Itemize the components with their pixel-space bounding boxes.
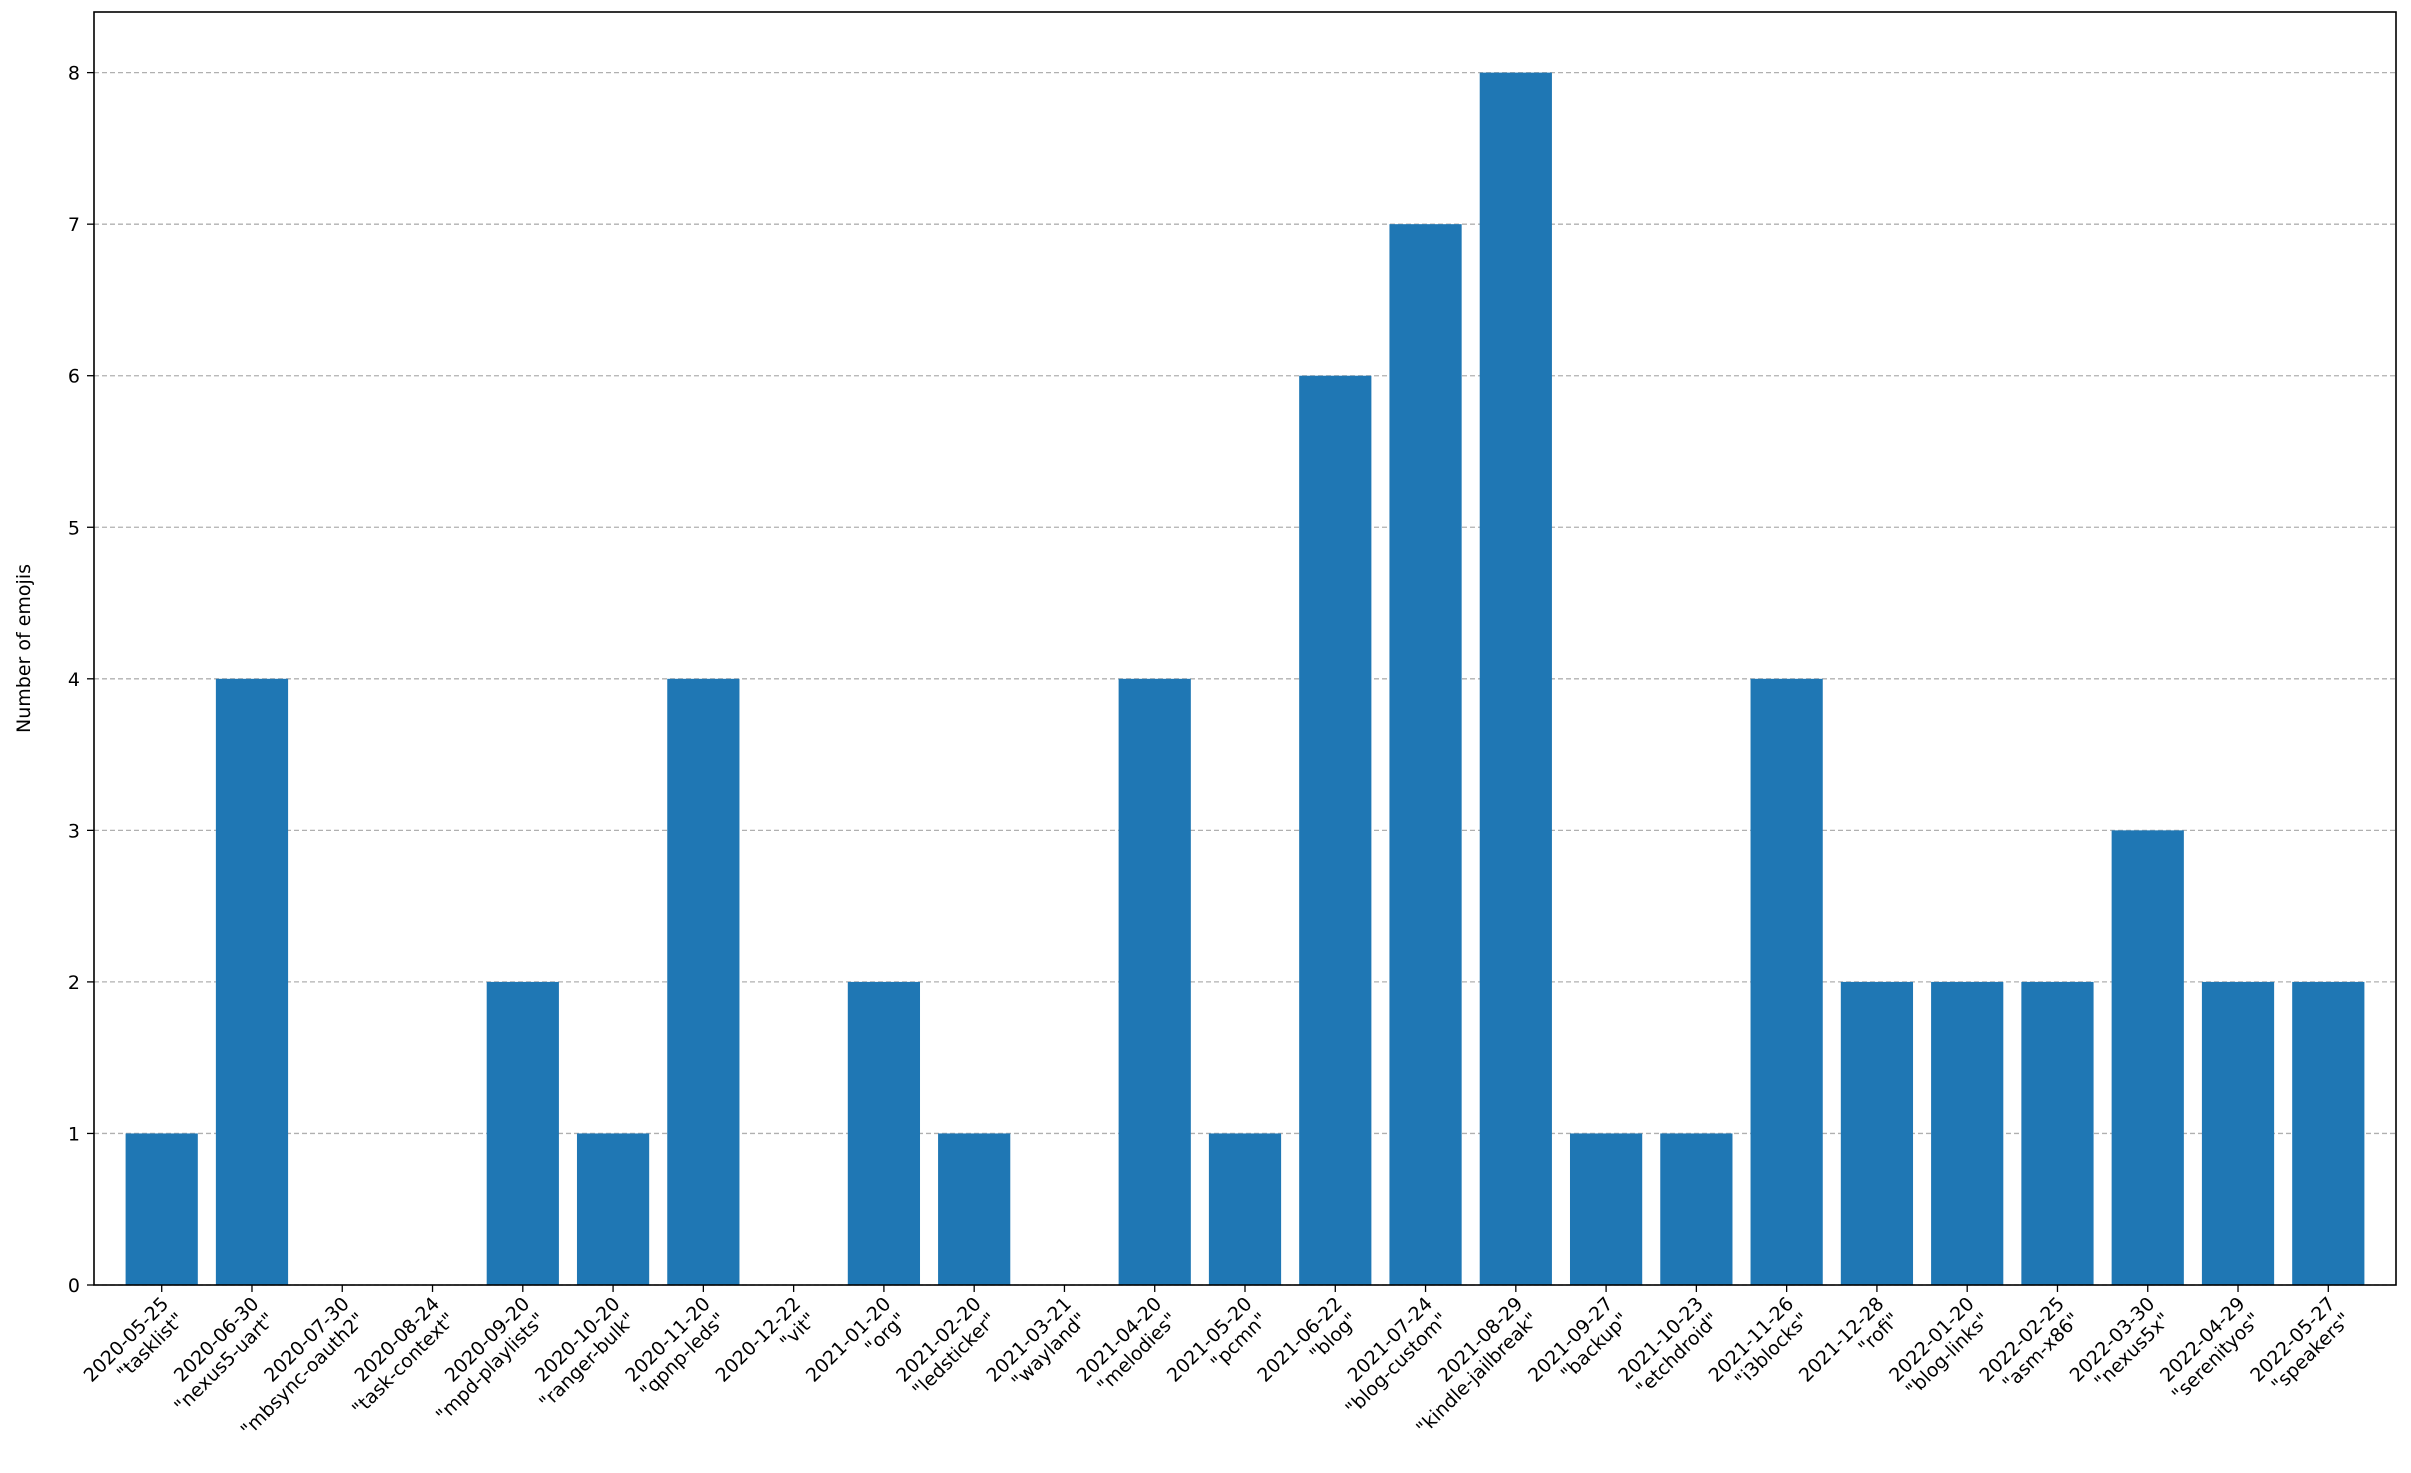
y-tick-label: 2 bbox=[68, 972, 80, 994]
bar bbox=[1840, 981, 1914, 1285]
bar bbox=[2111, 830, 2184, 1285]
bar bbox=[576, 1133, 650, 1285]
y-tick-label: 8 bbox=[68, 63, 80, 85]
bar bbox=[1118, 678, 1191, 1285]
bar bbox=[2292, 981, 2365, 1285]
y-tick-label: 0 bbox=[68, 1275, 80, 1297]
bar bbox=[1931, 981, 2004, 1285]
bar bbox=[667, 678, 740, 1285]
y-tick-label: 1 bbox=[68, 1123, 80, 1145]
bar bbox=[486, 981, 559, 1285]
y-tick-label: 4 bbox=[68, 669, 80, 691]
y-tick-label: 3 bbox=[68, 820, 80, 842]
bar bbox=[125, 1133, 198, 1285]
bar bbox=[2201, 981, 2275, 1285]
y-axis: 0 1 2 3 4 5 6 7 8 bbox=[68, 63, 94, 1297]
bar bbox=[215, 678, 289, 1285]
bar bbox=[1569, 1133, 1643, 1285]
bar bbox=[1208, 1133, 1282, 1285]
y-tick-label: 6 bbox=[68, 366, 80, 388]
bar bbox=[2021, 981, 2094, 1285]
y-axis-label: Number of emojis bbox=[13, 564, 35, 733]
bar bbox=[1389, 224, 1462, 1286]
bar bbox=[1660, 1133, 1733, 1285]
bar bbox=[1479, 72, 1552, 1286]
bar-series bbox=[125, 72, 2365, 1286]
bar bbox=[938, 1133, 1011, 1285]
y-tick-label: 7 bbox=[68, 214, 80, 236]
bar bbox=[1750, 678, 1823, 1285]
y-tick-label: 5 bbox=[68, 517, 80, 539]
bar bbox=[847, 981, 921, 1285]
bar bbox=[1299, 375, 1372, 1285]
